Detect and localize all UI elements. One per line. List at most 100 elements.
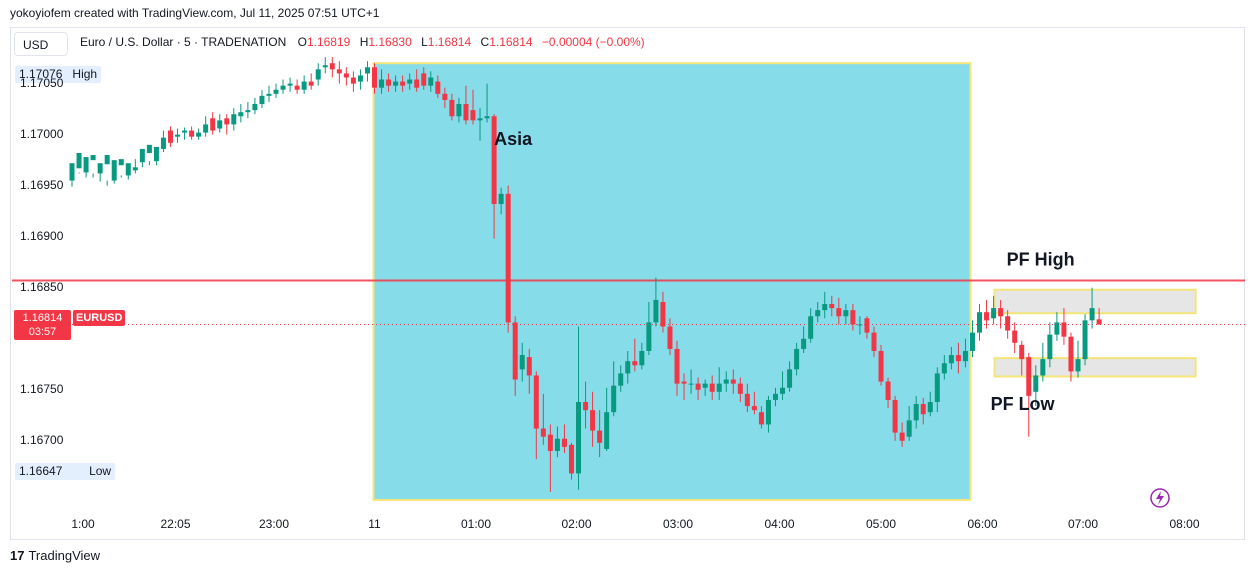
candle-down — [1019, 344, 1025, 360]
chart-caption: yokoyiofem created with TradingView.com,… — [10, 6, 380, 20]
candle-down — [491, 116, 497, 205]
candle-up — [231, 114, 237, 125]
x-tick-label: 03:00 — [662, 517, 694, 531]
candle-up — [203, 124, 209, 133]
annotation-label: Asia — [494, 129, 533, 149]
y-tick-label: 1.16950 — [20, 177, 64, 192]
candle-down — [547, 434, 553, 451]
candle-down — [189, 130, 195, 137]
candle-down — [294, 85, 300, 90]
x-tick-label: 01:00 — [460, 517, 492, 531]
candle-up — [702, 383, 708, 388]
candle-down — [744, 393, 750, 407]
close-value: 1.16814 — [489, 35, 533, 49]
candle-down — [372, 67, 378, 88]
candle-down — [1012, 330, 1018, 343]
candle-up — [322, 65, 328, 68]
candle-up — [1082, 320, 1088, 360]
candle-up — [1089, 308, 1095, 321]
high-value: 1.16830 — [368, 35, 412, 49]
candle-down — [449, 99, 455, 117]
candle-up — [252, 104, 258, 111]
open-label: O — [297, 35, 307, 49]
candle-up — [977, 312, 983, 333]
candle-down — [998, 308, 1004, 317]
y-tick-label: 1.16900 — [20, 228, 64, 243]
candle-down — [850, 310, 856, 325]
last-price-value: 1.16814 — [22, 312, 63, 324]
close-label: C — [480, 35, 490, 49]
candle-down — [836, 308, 842, 317]
candle-up — [554, 438, 560, 451]
candle-up — [618, 373, 624, 386]
candle-up — [104, 155, 110, 165]
session-low-value: 1.16647 — [19, 464, 63, 478]
candle-down — [533, 375, 539, 429]
candle-up — [611, 385, 617, 413]
candle-up — [315, 69, 321, 80]
candle-up — [576, 401, 582, 474]
session-low-label: Low — [89, 464, 112, 478]
currency-button[interactable]: USD — [14, 32, 68, 56]
symbol-tag: EURUSD — [73, 310, 126, 326]
candle-down — [414, 79, 420, 88]
lightning-icon — [1150, 488, 1170, 508]
candle-down — [224, 118, 230, 125]
candle-up — [364, 67, 370, 74]
candle-up — [83, 157, 89, 173]
candle-up — [723, 379, 729, 384]
candle-down — [343, 73, 349, 78]
candle-down — [674, 348, 680, 384]
candle-down — [463, 104, 469, 121]
candle-up — [780, 387, 786, 394]
candle-up — [688, 383, 694, 385]
session-high-badge: 1.17076 High — [15, 66, 102, 83]
candle-up — [1047, 334, 1053, 360]
candle-up — [927, 401, 933, 413]
session-high-label: High — [72, 67, 98, 81]
candle-up — [857, 324, 863, 326]
candle-up — [765, 399, 771, 425]
candle-up — [379, 79, 385, 88]
candle-down — [737, 383, 743, 394]
lightning-icon — [1156, 491, 1164, 505]
candle-down — [526, 357, 532, 376]
candle-up — [301, 81, 307, 90]
candle-down — [386, 79, 392, 86]
candle-up — [969, 332, 975, 351]
candle-up — [794, 348, 800, 370]
candle-down — [505, 193, 511, 323]
candle-down — [660, 301, 666, 327]
candle-down — [695, 383, 701, 390]
candle-up — [991, 308, 997, 319]
candle-up — [139, 148, 145, 163]
candle-down — [667, 326, 673, 349]
candle-up — [90, 155, 96, 161]
y-tick-label: 1.16700 — [20, 432, 64, 447]
x-tick-label: 06:00 — [967, 517, 998, 531]
y-tick-label: 1.16750 — [20, 381, 64, 396]
candle-up — [962, 350, 968, 362]
candle-up — [111, 160, 117, 181]
candle-up — [357, 75, 363, 82]
ohlc-legend: Euro / U.S. Dollar · 5 · TRADENATION O1.… — [80, 35, 651, 49]
candle-down — [920, 404, 926, 415]
candle-up — [266, 93, 272, 96]
tradingview-footer[interactable]: 17 TradingView — [10, 548, 100, 563]
candle-up — [118, 159, 124, 166]
candle-down — [400, 81, 406, 86]
candle-down — [892, 399, 898, 433]
candle-up — [69, 163, 75, 181]
candle-up — [477, 118, 483, 121]
candle-down — [681, 381, 687, 384]
candle-up — [125, 163, 131, 176]
candle-down — [435, 81, 441, 94]
x-tick-label: 07:00 — [1068, 517, 1099, 531]
candle-down — [1026, 357, 1032, 396]
x-tick-label: 23:00 — [258, 517, 290, 531]
candle-up — [393, 81, 399, 86]
y-tick-label: 1.16850 — [20, 279, 64, 294]
candle-down — [885, 381, 891, 400]
candle-down — [730, 379, 736, 384]
